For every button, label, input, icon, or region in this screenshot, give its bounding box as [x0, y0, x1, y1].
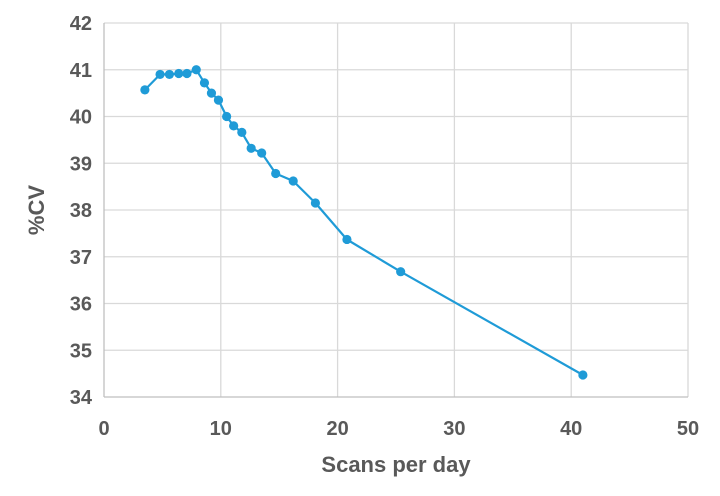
- y-tick-label: 42: [70, 13, 92, 35]
- data-point: [155, 69, 165, 80]
- data-point: [310, 198, 321, 208]
- x-tick-label: 10: [210, 418, 232, 440]
- y-tick-label: 39: [70, 153, 92, 175]
- data-point: [396, 267, 406, 277]
- y-tick-label: 37: [70, 247, 92, 269]
- data-point: [342, 234, 352, 245]
- series-line: [144, 68, 584, 376]
- x-tick-label: 50: [677, 418, 699, 440]
- data-point: [174, 68, 184, 79]
- y-axis-title: %CV: [24, 185, 49, 235]
- data-point: [191, 65, 201, 75]
- y-tick-label: 40: [70, 107, 92, 129]
- y-tick-label: 36: [70, 294, 92, 316]
- y-tick-label: 38: [70, 200, 92, 222]
- x-tick-labels: 0 10 20 30 40 50: [98, 418, 699, 440]
- x-tick-label: 40: [560, 418, 582, 440]
- x-tick-label: 20: [326, 418, 348, 440]
- x-tick-label: 0: [98, 418, 109, 440]
- data-point: [257, 148, 267, 158]
- y-tick-label: 35: [70, 340, 92, 362]
- data-point: [237, 127, 247, 137]
- data-point: [213, 95, 224, 105]
- data-point: [246, 143, 256, 153]
- data-point: [206, 88, 217, 98]
- data-point: [271, 168, 281, 179]
- y-tick-label: 41: [70, 60, 92, 82]
- gridlines: [104, 22, 689, 397]
- data-point: [222, 111, 232, 122]
- y-tick-label: 34: [70, 387, 93, 409]
- data-point: [164, 69, 175, 80]
- y-tick-labels: 34 35 36 37 38 39 40 41 42: [70, 13, 93, 409]
- data-series: [140, 65, 588, 380]
- axes: [103, 23, 688, 398]
- x-axis-title: Scans per day: [321, 452, 471, 477]
- x-tick-label: 30: [443, 418, 465, 440]
- data-point: [199, 78, 210, 88]
- data-point: [229, 121, 239, 131]
- data-point: [182, 68, 192, 79]
- data-point: [140, 85, 150, 95]
- data-point: [578, 370, 588, 380]
- data-point: [288, 176, 298, 186]
